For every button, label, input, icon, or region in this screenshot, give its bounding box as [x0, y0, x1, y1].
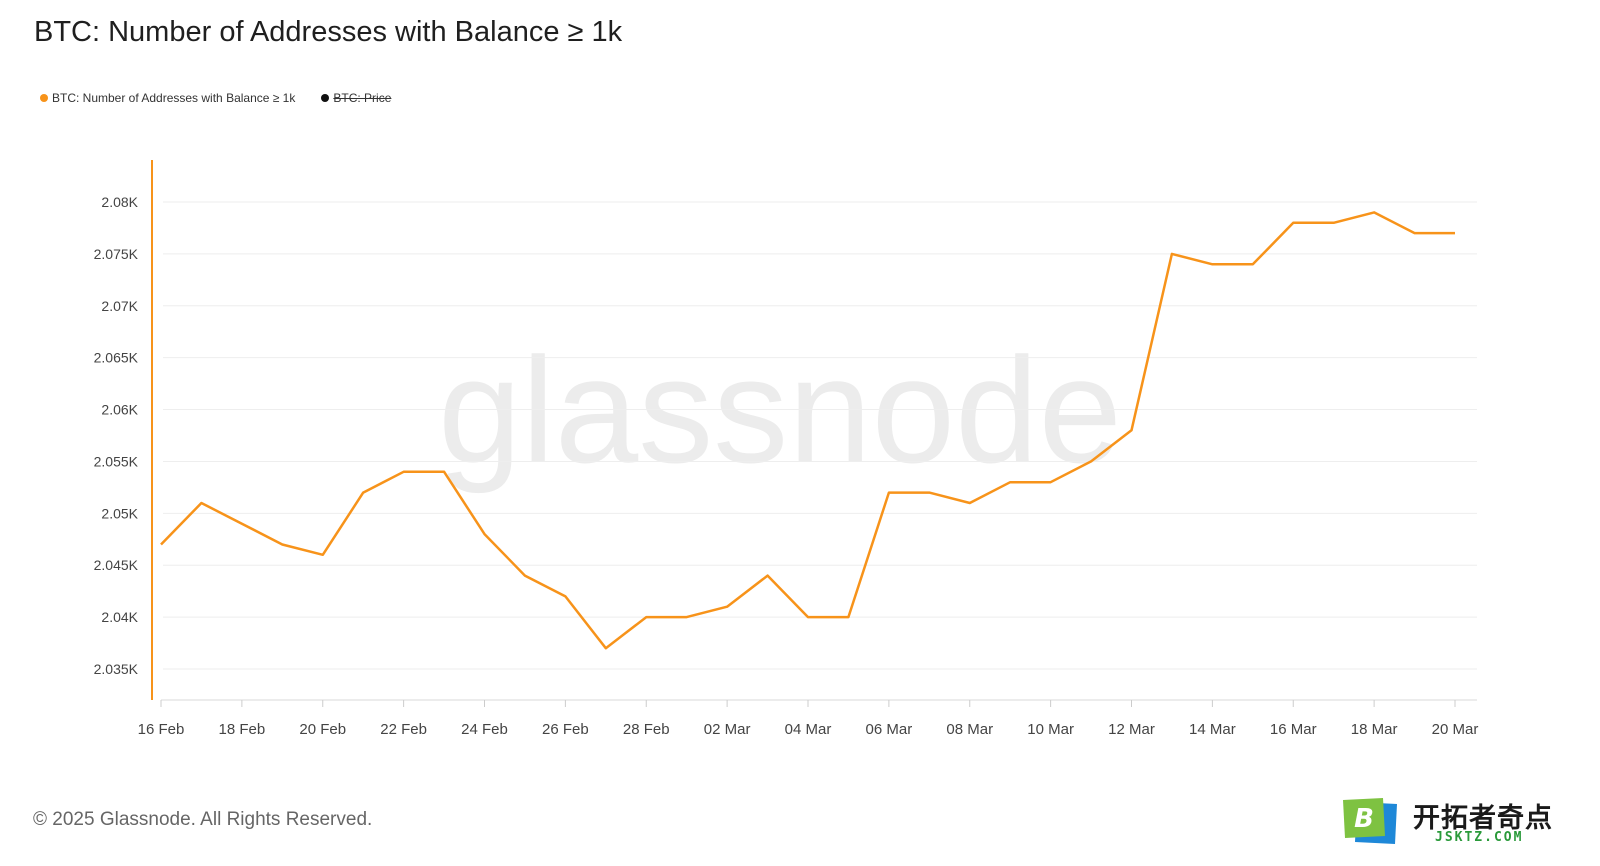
- b-logo-icon: B: [1343, 798, 1397, 844]
- line-chart[interactable]: glassnode2.035K2.04K2.045K2.05K2.055K2.0…: [0, 0, 1600, 780]
- legend-dot-orange-icon: [40, 94, 48, 102]
- y-tick-label: 2.07K: [101, 298, 138, 314]
- legend-label-price: BTC: Price: [333, 91, 392, 105]
- x-tick-label: 10 Mar: [1027, 721, 1074, 738]
- x-tick-label: 18 Feb: [219, 721, 266, 738]
- legend-item-price[interactable]: BTC: Price: [321, 91, 391, 105]
- y-tick-label: 2.08K: [101, 194, 138, 210]
- x-tick-label: 04 Mar: [785, 721, 832, 738]
- x-tick-label: 18 Mar: [1351, 721, 1398, 738]
- y-tick-label: 2.055K: [94, 453, 139, 469]
- legend-dot-black-icon: [321, 94, 330, 102]
- chart-legend: BTC: Number of Addresses with Balance ≥ …: [40, 91, 391, 105]
- x-tick-label: 24 Feb: [461, 721, 508, 738]
- x-tick-label: 16 Feb: [138, 721, 185, 738]
- x-tick-label: 20 Mar: [1432, 721, 1479, 738]
- y-tick-label: 2.05K: [101, 505, 138, 521]
- x-tick-label: 02 Mar: [704, 721, 751, 738]
- copyright-footer: © 2025 Glassnode. All Rights Reserved.: [33, 809, 373, 830]
- site-badge: B 开拓者奇点 JSKTZ.COM: [1325, 786, 1600, 866]
- x-tick-label: 06 Mar: [866, 721, 913, 738]
- x-tick-label: 08 Mar: [946, 721, 993, 738]
- x-tick-label: 16 Mar: [1270, 721, 1317, 738]
- legend-item-addresses[interactable]: BTC: Number of Addresses with Balance ≥ …: [40, 91, 295, 105]
- y-tick-label: 2.06K: [101, 402, 138, 418]
- chart-title: BTC: Number of Addresses with Balance ≥ …: [34, 16, 623, 48]
- y-tick-label: 2.065K: [94, 350, 139, 366]
- x-tick-label: 20 Feb: [299, 721, 346, 738]
- series-line: [160, 211, 1455, 650]
- x-tick-label: 26 Feb: [542, 721, 589, 738]
- x-tick-label: 14 Mar: [1189, 721, 1236, 738]
- y-tick-label: 2.04K: [101, 609, 138, 625]
- badge-domain: JSKTZ.COM: [1435, 830, 1524, 845]
- badge-name: 开拓者奇点: [1413, 803, 1553, 834]
- x-tick-label: 28 Feb: [623, 721, 670, 738]
- x-tick-label: 12 Mar: [1108, 721, 1155, 738]
- y-tick-label: 2.045K: [94, 557, 139, 573]
- legend-label-addresses: BTC: Number of Addresses with Balance ≥ …: [52, 91, 296, 105]
- x-tick-label: 22 Feb: [380, 721, 427, 738]
- badge-letter: B: [1354, 804, 1374, 834]
- y-tick-label: 2.035K: [94, 661, 139, 677]
- y-tick-label: 2.075K: [94, 246, 139, 262]
